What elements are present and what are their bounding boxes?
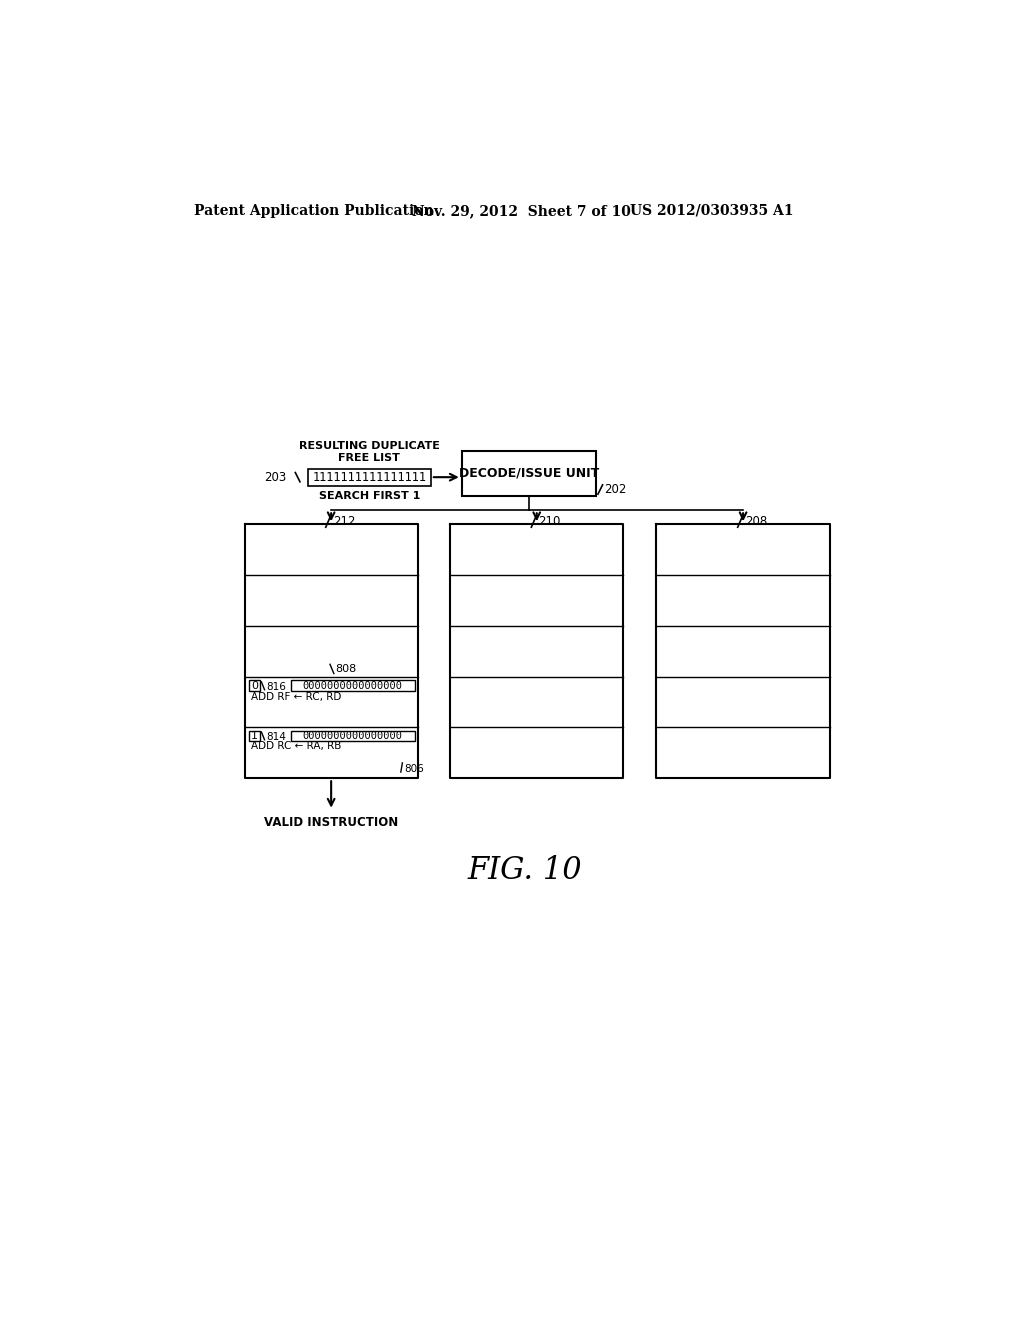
Text: Patent Application Publication: Patent Application Publication xyxy=(194,203,433,218)
Text: RESULTING DUPLICATE
FREE LIST: RESULTING DUPLICATE FREE LIST xyxy=(299,441,439,463)
Text: FIG. 10: FIG. 10 xyxy=(468,855,582,886)
Bar xyxy=(307,469,431,486)
Bar xyxy=(249,730,260,742)
Text: 203: 203 xyxy=(264,471,286,483)
Bar xyxy=(291,681,415,692)
Text: US 2012/0303935 A1: US 2012/0303935 A1 xyxy=(630,203,793,218)
Text: ADD RC ← RA, RB: ADD RC ← RA, RB xyxy=(251,741,341,751)
Text: 1: 1 xyxy=(251,731,258,741)
Bar xyxy=(462,451,596,496)
Text: ADD RF ← RC, RD: ADD RF ← RC, RD xyxy=(251,692,341,702)
Text: 208: 208 xyxy=(744,515,767,528)
Text: 0000000000000000: 0000000000000000 xyxy=(303,681,402,690)
Text: 814: 814 xyxy=(266,731,286,742)
Text: 816: 816 xyxy=(266,681,286,692)
Text: Nov. 29, 2012  Sheet 7 of 10: Nov. 29, 2012 Sheet 7 of 10 xyxy=(412,203,631,218)
Text: SEARCH FIRST 1: SEARCH FIRST 1 xyxy=(318,491,420,502)
Text: 212: 212 xyxy=(333,515,355,528)
Text: 0000000000000000: 0000000000000000 xyxy=(303,731,402,741)
Text: 0: 0 xyxy=(251,681,258,690)
Text: 1111111111111111: 1111111111111111 xyxy=(312,471,426,483)
Text: VALID INSTRUCTION: VALID INSTRUCTION xyxy=(264,816,398,829)
Text: 210: 210 xyxy=(539,515,561,528)
Text: 808: 808 xyxy=(336,664,356,675)
Text: 806: 806 xyxy=(403,764,424,774)
Text: 202: 202 xyxy=(604,483,627,496)
Bar xyxy=(249,681,260,692)
Text: DECODE/ISSUE UNIT: DECODE/ISSUE UNIT xyxy=(459,467,599,480)
Bar xyxy=(291,730,415,742)
